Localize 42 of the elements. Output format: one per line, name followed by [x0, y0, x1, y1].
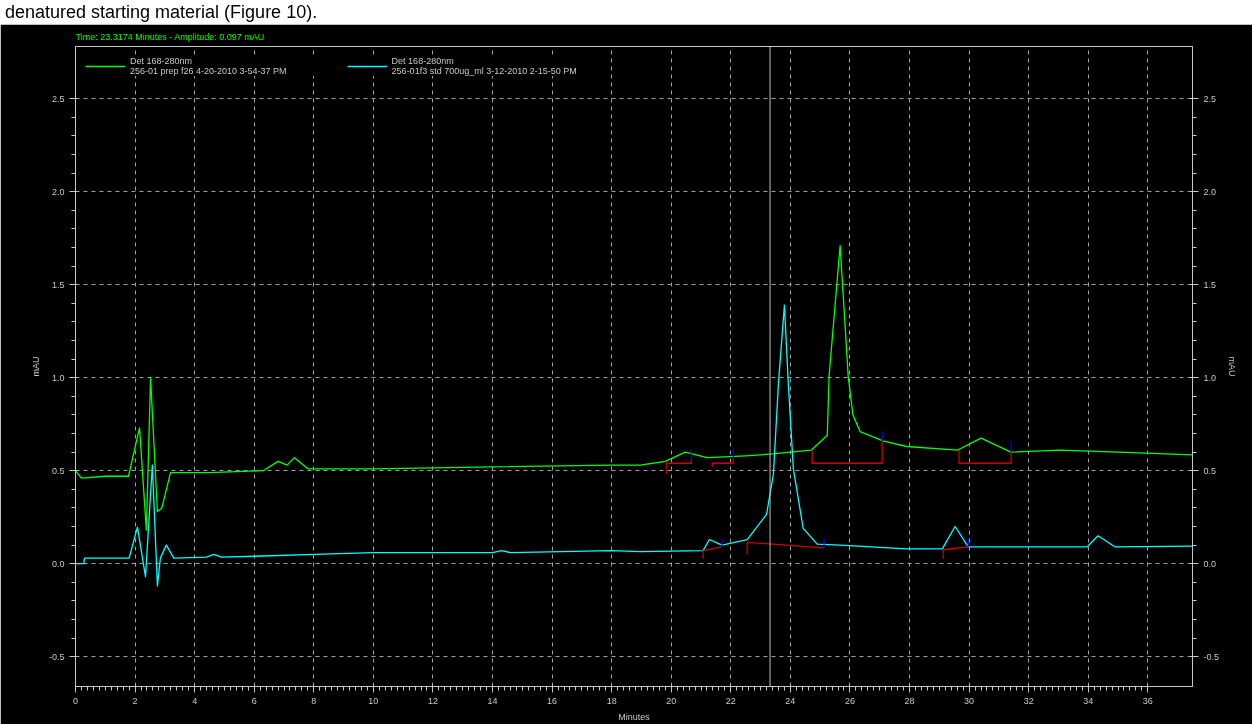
text: Time: 23.3174 Minutes - Amplitude: 0.097 mAU — [75, 31, 265, 42]
y2-tick-label: 1.5 — [1203, 279, 1217, 290]
x-tick-label: 10 — [368, 695, 379, 706]
x-tick-label: 18 — [606, 695, 617, 706]
y-axis-title: mAU — [30, 356, 41, 377]
x-tick-label: 0 — [73, 695, 79, 706]
x-tick-label: 20 — [666, 695, 677, 706]
line-series — [75, 244, 1193, 531]
y2-tick-label: 2.0 — [1203, 186, 1217, 197]
x-tick-label: 6 — [251, 695, 257, 706]
y2-tick-label: 2.5 — [1203, 93, 1217, 104]
y-tick-label: 2.0 — [51, 186, 65, 197]
y2-tick-label: -0.5 — [1203, 651, 1220, 662]
x-tick-label: 26 — [844, 695, 855, 706]
x-tick-label: 32 — [1023, 695, 1034, 706]
y-tick-label: -0.5 — [48, 651, 65, 662]
x-tick-label: 30 — [964, 695, 975, 706]
y-tick-label: 1.0 — [51, 372, 65, 383]
y-tick-label: 1.5 — [51, 279, 65, 290]
y2-tick-label: 0.5 — [1203, 465, 1217, 476]
x-tick-label: 8 — [311, 695, 317, 706]
y-tick-label: 0.5 — [51, 465, 65, 476]
x-tick-label: 36 — [1142, 695, 1153, 706]
x-tick-label: 22 — [725, 695, 736, 706]
x-tick-label: 2 — [132, 695, 138, 706]
y2-tick-label: 1.0 — [1203, 372, 1217, 383]
x-axis-title: Minutes — [618, 711, 651, 722]
x-tick-label: 24 — [785, 695, 796, 706]
legend-label: Det 168-280nm 256-01f3 std 700ug_ml 3-12-2010 2-15-50 PM — [391, 56, 577, 76]
line-series — [75, 304, 1193, 587]
y2-axis-title: mAU — [1227, 356, 1238, 377]
x-tick-label: 34 — [1083, 695, 1094, 706]
x-tick-label: 4 — [192, 695, 198, 706]
x-tick-label: 12 — [427, 695, 438, 706]
legend-label: Det 168-280nm 256-01 prep f26 4-20-2010 3-54-37 PM — [130, 56, 287, 76]
y-tick-label: 2.5 — [51, 93, 65, 104]
y-tick-label: 0.0 — [51, 558, 65, 569]
x-tick-label: 14 — [487, 695, 498, 706]
x-tick-label: 16 — [547, 695, 558, 706]
x-tick-label: 28 — [904, 695, 915, 706]
y2-tick-label: 0.0 — [1203, 558, 1217, 569]
text: denatured starting material (Figure 10). — [5, 2, 318, 22]
